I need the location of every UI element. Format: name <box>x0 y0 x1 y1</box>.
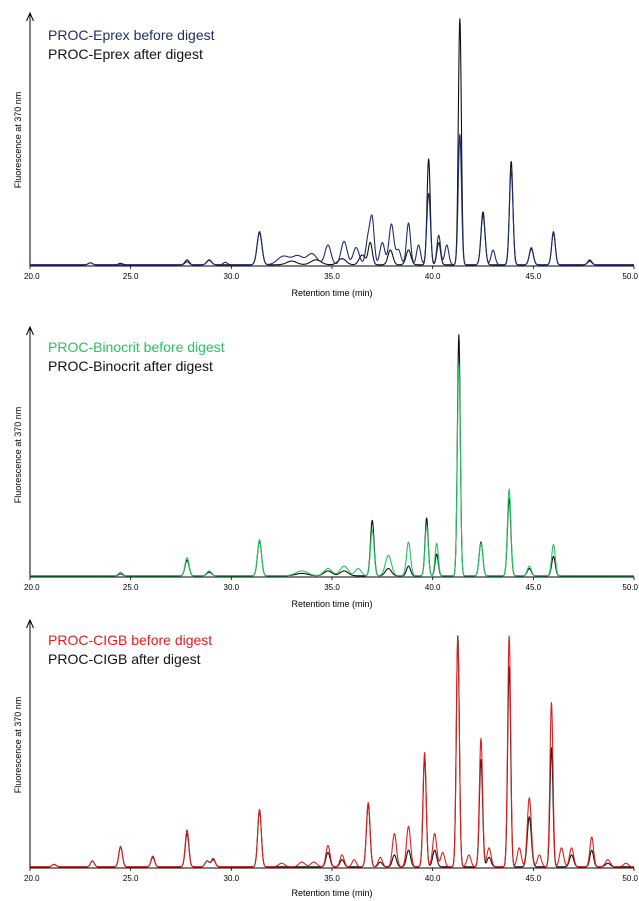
series-line-before-digest <box>29 363 635 577</box>
x-tick-label: 40.0 <box>425 874 441 883</box>
x-tick-label: 45.0 <box>526 583 542 592</box>
y-axis-arrow <box>26 11 34 22</box>
x-tick-label: 50.0 <box>622 583 638 592</box>
x-tick-label: 30.0 <box>224 583 240 592</box>
x-tick-label: 30.0 <box>224 272 240 281</box>
x-tick-labels: 20.0 25.0 30.0 35.0 40.0 45.0 50.0 <box>24 583 639 592</box>
x-ticks <box>29 868 635 871</box>
x-tick-label: 45.0 <box>526 874 542 883</box>
y-axis-arrow <box>26 618 34 629</box>
x-tick-label: 35.0 <box>324 583 340 592</box>
x-tick-label: 20.0 <box>24 583 40 592</box>
x-ticks <box>29 577 635 580</box>
y-axis-label: Fluorescence at 370 nm <box>13 92 23 189</box>
x-axis-label: Retention time (min) <box>291 888 372 898</box>
x-tick-labels: 20.0 25.0 30.0 35.0 40.0 45.0 50.0 <box>24 874 639 883</box>
x-tick-label: 25.0 <box>123 874 139 883</box>
x-axis-label: Retention time (min) <box>291 288 372 298</box>
series-group <box>29 18 635 266</box>
legend-entry-after: PROC-Eprex after digest <box>48 46 203 62</box>
series-line-before-digest <box>29 133 635 266</box>
y-axis-label: Fluorescence at 370 nm <box>13 697 23 794</box>
x-tick-label: 50.0 <box>622 272 638 281</box>
x-tick-labels: 20.0 25.0 30.0 35.0 40.0 45.0 50.0 <box>24 272 639 281</box>
series-group <box>29 334 635 577</box>
legend-entry-after: PROC-CIGB after digest <box>48 651 201 667</box>
y-axis-label: Fluorescence at 370 nm <box>13 407 23 504</box>
series-line-after-digest <box>29 635 635 868</box>
chromatogram-panel-cigb: 20.0 25.0 30.0 35.0 40.0 45.0 50.0 Retention t… <box>13 618 639 898</box>
legend-entry-before: PROC-Eprex before digest <box>48 27 215 43</box>
x-tick-label: 30.0 <box>224 874 240 883</box>
x-tick-label: 25.0 <box>123 583 139 592</box>
legend-entry-before: PROC-CIGB before digest <box>48 632 212 648</box>
x-tick-label: 20.0 <box>24 874 40 883</box>
y-axis-arrow <box>26 325 34 336</box>
legend-entry-after: PROC-Binocrit after digest <box>48 358 213 374</box>
legend-entry-before: PROC-Binocrit before digest <box>48 339 225 355</box>
x-tick-label: 25.0 <box>123 272 139 281</box>
chromatogram-panel-binocrit: 20.0 25.0 30.0 35.0 40.0 45.0 50.0 Retention t… <box>13 325 639 609</box>
x-ticks <box>29 266 635 269</box>
x-tick-label: 40.0 <box>425 272 441 281</box>
series-group <box>29 635 635 868</box>
x-tick-label: 45.0 <box>526 272 542 281</box>
series-line-before-digest <box>29 635 635 868</box>
chromatogram-panel-eprex: 20.0 25.0 30.0 35.0 40.0 45.0 50.0 Retention t… <box>13 11 639 298</box>
x-tick-label: 20.0 <box>24 272 40 281</box>
x-tick-label: 40.0 <box>425 583 441 592</box>
x-tick-label: 50.0 <box>622 874 638 883</box>
x-tick-label: 35.0 <box>324 874 340 883</box>
x-axis-label: Retention time (min) <box>291 599 372 609</box>
x-tick-label: 35.0 <box>324 272 340 281</box>
